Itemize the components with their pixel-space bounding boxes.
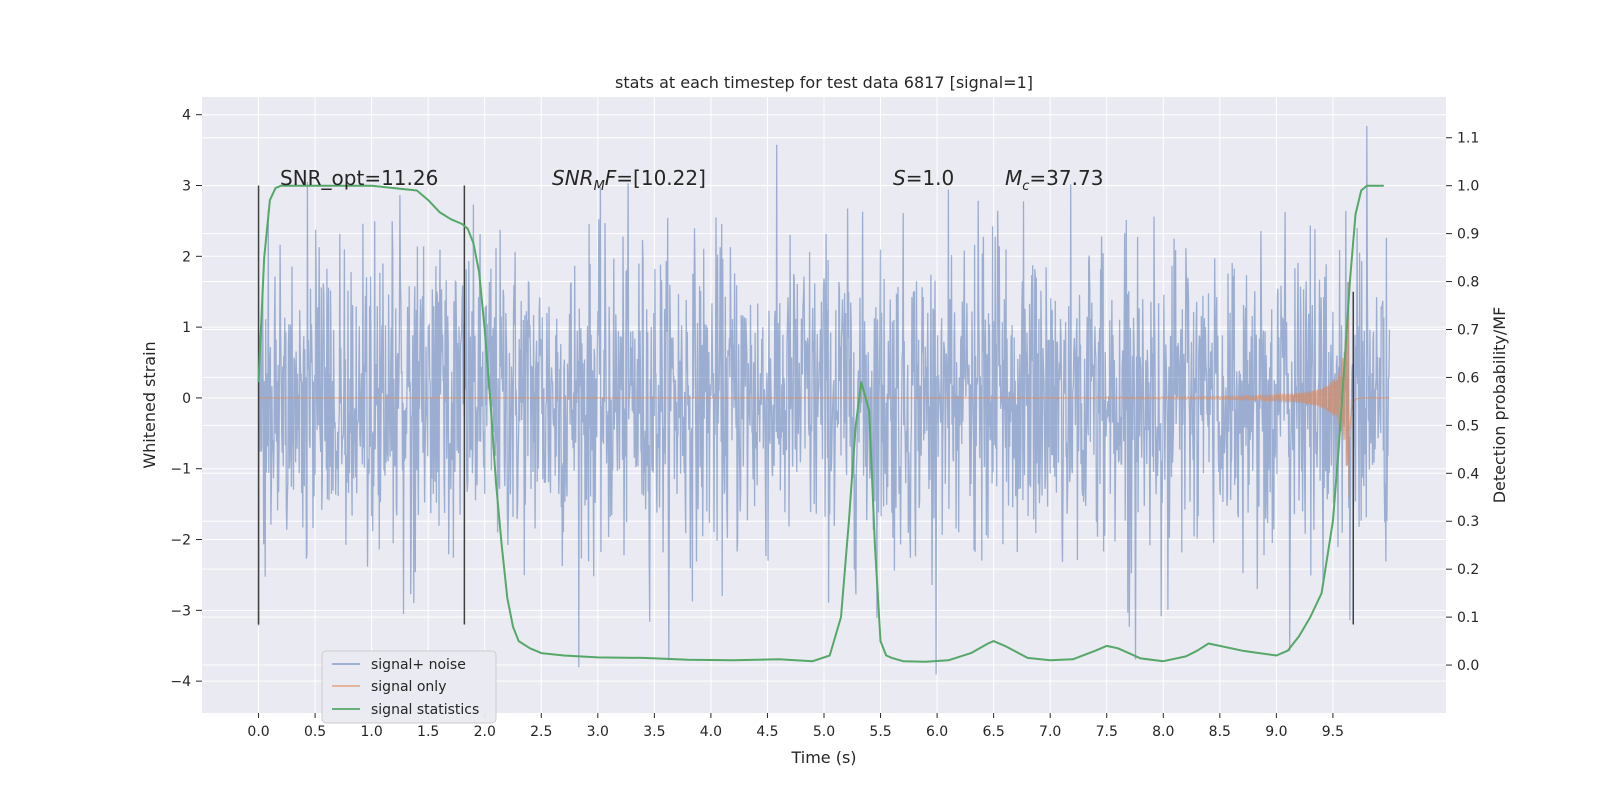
x-tick-label: 5.0 xyxy=(813,724,835,740)
y-tick-label: 2 xyxy=(182,249,191,265)
x-tick-label: 7.5 xyxy=(1096,724,1118,740)
y-tick-label: −1 xyxy=(170,462,191,478)
x-axis-ticks: 0.0 0.5 1.0 1.5 2.0 2.5 3.0 3.5 4.0 4.5 5.0 5.5 6.0 6… xyxy=(247,713,1344,740)
x-tick-label: 0.5 xyxy=(304,724,326,740)
legend-label-signal: signal only xyxy=(371,679,446,695)
y2-tick-label: 0.1 xyxy=(1457,610,1479,626)
y2-tick-label: 0.7 xyxy=(1457,322,1479,338)
y-tick-label: 4 xyxy=(182,108,191,124)
annotation-snr-opt: SNR_opt=11.26 xyxy=(280,166,438,190)
chart-title: stats at each timestep for test data 681… xyxy=(615,73,1033,92)
x-tick-label: 9.0 xyxy=(1265,724,1287,740)
x-tick-label: 0.0 xyxy=(247,724,269,740)
x-tick-label: 2.5 xyxy=(530,724,552,740)
x-tick-label: 1.0 xyxy=(361,724,383,740)
y2-tick-label: 0.9 xyxy=(1457,227,1479,243)
y2-axis-ticks: 0.0 0.1 0.2 0.3 0.4 0.5 0.6 0.7 0.8 0.9 1.0 1.1 xyxy=(1446,131,1479,674)
annotation-s: S=1.0 xyxy=(893,166,954,190)
series-signal-noise xyxy=(257,125,1391,675)
x-axis-label: Time (s) xyxy=(790,748,856,767)
y2-tick-label: 0.8 xyxy=(1457,275,1479,291)
x-tick-label: 4.0 xyxy=(700,724,722,740)
x-tick-label: 4.5 xyxy=(756,724,778,740)
y-axis-label: Whitened strain xyxy=(140,341,159,468)
x-tick-label: 8.0 xyxy=(1152,724,1174,740)
legend-label-noise: signal+ noise xyxy=(371,657,466,673)
y2-axis-label: Detection probability/MF xyxy=(1490,307,1509,504)
x-tick-label: 2.0 xyxy=(474,724,496,740)
x-tick-label: 9.5 xyxy=(1322,724,1344,740)
series-line-signal-noise xyxy=(257,125,1391,675)
y2-tick-label: 1.1 xyxy=(1457,131,1479,147)
x-tick-label: 8.5 xyxy=(1209,724,1231,740)
x-tick-label: 7.0 xyxy=(1039,724,1061,740)
y-tick-label: −3 xyxy=(170,603,191,619)
y-tick-label: −2 xyxy=(170,533,191,549)
y-tick-label: 1 xyxy=(182,320,191,336)
vertical-markers xyxy=(257,185,1355,625)
y2-tick-label: 0.3 xyxy=(1457,514,1479,530)
y2-tick-label: 0.2 xyxy=(1457,562,1479,578)
y2-tick-label: 0.0 xyxy=(1457,658,1479,674)
y2-tick-label: 1.0 xyxy=(1457,179,1479,195)
x-tick-label: 1.5 xyxy=(417,724,439,740)
y2-tick-label: 0.4 xyxy=(1457,466,1479,482)
y-axis-ticks: −4 −3 −2 −1 0 1 2 3 4 xyxy=(170,108,202,690)
y-tick-label: 3 xyxy=(182,179,191,195)
y2-tick-label: 0.6 xyxy=(1457,370,1479,386)
series-line-signal-statistics xyxy=(257,184,1384,663)
x-tick-label: 6.5 xyxy=(983,724,1005,740)
x-tick-label: 5.5 xyxy=(869,724,891,740)
x-tick-label: 3.5 xyxy=(643,724,665,740)
legend: signal+ noise signal only signal statist… xyxy=(321,650,497,724)
y-tick-label: 0 xyxy=(182,391,191,407)
y-tick-label: −4 xyxy=(170,674,191,690)
legend-box xyxy=(321,650,497,724)
x-tick-label: 6.0 xyxy=(926,724,948,740)
legend-label-stats: signal statistics xyxy=(371,702,479,718)
series-signal-statistics xyxy=(257,184,1384,663)
series-signal-only xyxy=(258,282,1390,499)
y2-tick-label: 0.5 xyxy=(1457,418,1479,434)
x-tick-label: 3.0 xyxy=(587,724,609,740)
annotation-snr-mf: SNRMF=[10.22] xyxy=(552,166,706,194)
annotation-mc: Mc=37.73 xyxy=(1005,166,1103,194)
series-line-signal-only xyxy=(258,282,1390,499)
